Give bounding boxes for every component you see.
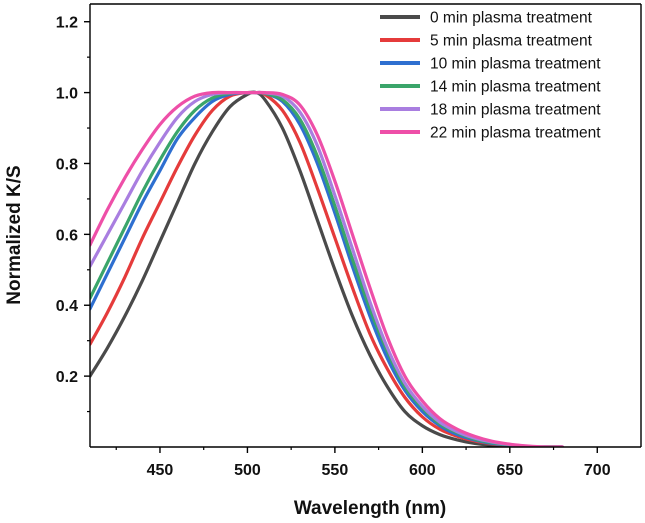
x-tick-label-4: 650 — [496, 462, 523, 479]
y-tick-label-4: 1.0 — [56, 86, 78, 103]
axes-layer: 0.2 0.4 0.6 0.8 1.0 1.2 450 500 550 600 650 700 — [56, 3, 642, 479]
legend: 0 min plasma treatment 5 min plasma treat… — [380, 10, 601, 142]
y-tick-label-3: 0.8 — [56, 156, 78, 173]
series-line-5 — [90, 90, 564, 447]
x-tick-label-5: 700 — [584, 462, 611, 479]
legend-label-5: 22 min plasma treatment — [430, 125, 601, 142]
y-axis-title: Normalized K/S — [4, 165, 25, 304]
x-tick-label-3: 600 — [409, 462, 436, 479]
x-tick-label-1: 500 — [234, 462, 261, 479]
plot-layer — [90, 90, 564, 447]
x-axis-title: Wavelength (nm) — [294, 498, 446, 519]
x-tick-label-0: 450 — [147, 462, 174, 479]
y-tick-label-2: 0.6 — [56, 227, 78, 244]
legend-label-2: 10 min plasma treatment — [430, 56, 601, 73]
legend-label-1: 5 min plasma treatment — [430, 33, 593, 50]
legend-label-0: 0 min plasma treatment — [430, 10, 593, 27]
y-tick-label-5: 1.2 — [56, 15, 78, 32]
legend-label-4: 18 min plasma treatment — [430, 102, 601, 119]
y-tick-label-0: 0.2 — [56, 369, 78, 386]
series-line-0 — [90, 90, 564, 447]
legend-label-3: 14 min plasma treatment — [430, 79, 601, 96]
y-tick-label-1: 0.4 — [56, 298, 78, 315]
x-tick-label-2: 550 — [322, 462, 349, 479]
